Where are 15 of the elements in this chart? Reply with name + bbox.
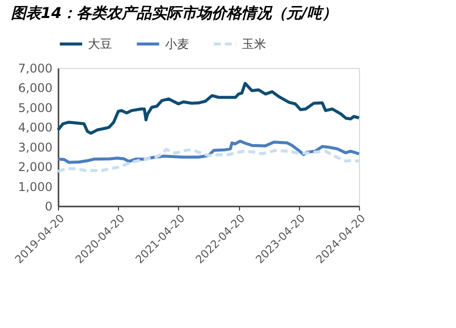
y-tick-label: 3,000	[18, 140, 52, 154]
y-tick-label: 4,000	[18, 120, 52, 135]
chart-title: 图表14：各类农产品实际市场价格情况（元/吨）	[10, 4, 338, 22]
y-tick-label: 0	[44, 200, 52, 214]
line-series	[56, 140, 360, 164]
y-tick-label: 6,000	[18, 81, 52, 96]
y-tick-label: 5,000	[18, 100, 52, 115]
line-series	[56, 82, 360, 135]
y-tick-label: 2,000	[18, 160, 52, 174]
line-series	[56, 148, 360, 173]
legend-label: 玉米	[242, 37, 266, 51]
legend-label: 小麦	[165, 37, 189, 51]
legend-label: 大豆	[88, 37, 112, 51]
y-tick-label: 1,000	[18, 180, 52, 194]
y-tick-label: 7,000	[18, 62, 52, 76]
